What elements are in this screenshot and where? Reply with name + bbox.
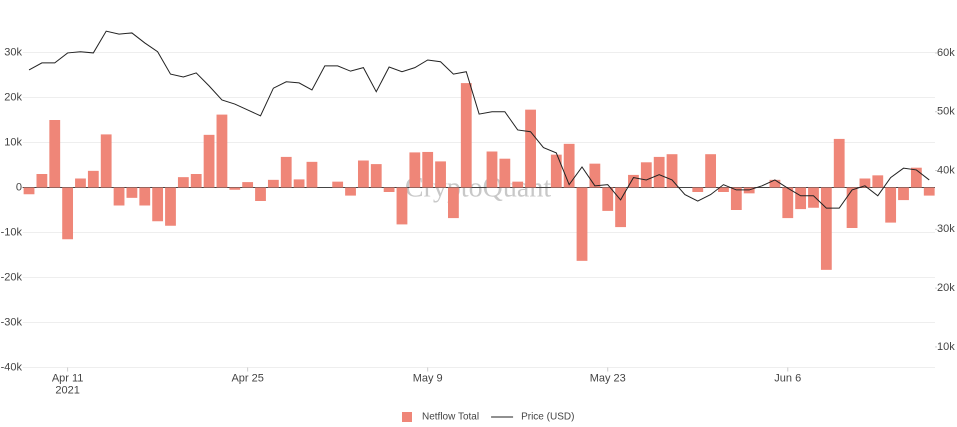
bar xyxy=(872,175,884,188)
bar xyxy=(615,187,626,228)
bar xyxy=(602,187,614,211)
bar xyxy=(769,179,781,188)
bar xyxy=(923,187,935,196)
bar xyxy=(177,177,189,188)
y-tick-label: -40k xyxy=(1,361,23,373)
bar xyxy=(396,187,408,225)
bar xyxy=(576,187,588,261)
bar xyxy=(87,170,99,188)
bar xyxy=(280,156,292,188)
bar xyxy=(550,154,562,188)
bar xyxy=(589,163,601,188)
bar xyxy=(139,187,151,206)
bar xyxy=(370,164,382,188)
bar xyxy=(448,187,459,219)
bar xyxy=(422,151,434,188)
bar xyxy=(190,174,202,188)
bar xyxy=(718,187,729,192)
bar xyxy=(267,179,279,188)
bar xyxy=(910,167,922,188)
bar xyxy=(409,152,421,188)
bar xyxy=(255,187,266,201)
bar xyxy=(216,114,228,188)
bar xyxy=(653,156,665,188)
bar xyxy=(23,187,35,195)
bar xyxy=(486,151,498,188)
y-tick-label: -20k xyxy=(1,271,23,283)
bar xyxy=(100,134,112,188)
bar xyxy=(357,160,369,188)
bar xyxy=(885,187,897,223)
bar xyxy=(898,187,909,201)
bar xyxy=(846,187,858,228)
bar xyxy=(306,161,318,188)
y2-tick-label: 50k xyxy=(937,106,955,118)
bar xyxy=(628,174,639,188)
bar xyxy=(345,187,356,196)
legend-swatch xyxy=(402,412,412,422)
bar xyxy=(165,187,176,226)
bar xyxy=(820,187,832,270)
bar xyxy=(435,161,446,188)
bar xyxy=(525,109,536,188)
legend-label: Price (USD) xyxy=(521,412,574,423)
bar xyxy=(563,143,575,188)
bar xyxy=(692,187,704,192)
y-tick-label: 20k xyxy=(4,91,22,103)
bar xyxy=(203,134,215,188)
bar xyxy=(808,187,819,208)
bar xyxy=(730,187,742,210)
bar xyxy=(833,138,845,188)
bar xyxy=(499,158,511,188)
x-tick-label: May 23 xyxy=(590,372,626,384)
bar xyxy=(705,154,717,188)
bar xyxy=(126,187,138,198)
y2-tick-label: 10k xyxy=(937,341,955,353)
bar xyxy=(242,182,254,188)
x-year-label: 2021 xyxy=(55,384,79,396)
bar xyxy=(512,181,524,188)
bar xyxy=(383,187,395,192)
y-tick-label: 0 xyxy=(16,181,22,193)
bar xyxy=(332,181,344,188)
bar xyxy=(460,83,472,188)
bar xyxy=(640,162,652,188)
y2-tick-label: 20k xyxy=(937,282,955,294)
bar xyxy=(49,120,61,188)
bar xyxy=(795,187,807,210)
y2-tick-label: 30k xyxy=(937,223,955,235)
bar xyxy=(666,154,678,188)
x-tick-label: Apr 25 xyxy=(231,372,263,384)
y-tick-label: 10k xyxy=(4,136,22,148)
x-tick-label: May 9 xyxy=(413,372,443,384)
x-tick-label: Apr 11 xyxy=(52,372,84,384)
bar xyxy=(782,187,794,219)
bar xyxy=(62,187,74,240)
bar xyxy=(229,187,241,190)
x-tick-label: Jun 6 xyxy=(774,372,801,384)
y2-tick-label: 60k xyxy=(937,47,955,59)
y2-tick-label: 40k xyxy=(937,164,955,176)
y-tick-label: -30k xyxy=(1,316,23,328)
bar xyxy=(152,187,164,222)
bar xyxy=(293,179,305,188)
y-tick-label: 30k xyxy=(4,46,22,58)
bar xyxy=(113,187,125,206)
bar xyxy=(859,178,871,188)
bar xyxy=(36,174,48,188)
legend-label: Netflow Total xyxy=(422,412,479,423)
price-line xyxy=(28,30,930,209)
y-tick-label: -10k xyxy=(1,226,23,238)
bar xyxy=(75,178,86,188)
